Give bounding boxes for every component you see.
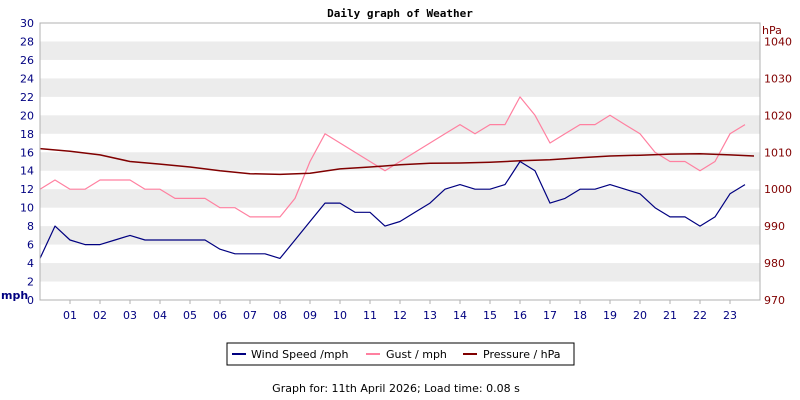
chart-title: Daily graph of Weather [327, 7, 473, 20]
x-tick-label: 17 [543, 309, 557, 322]
x-tick-label: 10 [333, 309, 347, 322]
grid-band [40, 78, 760, 97]
y-right-tick-label: 1000 [764, 183, 792, 196]
grid-band [40, 226, 760, 245]
y-left-tick-label: 2 [27, 276, 34, 289]
x-tick-label: 15 [483, 309, 497, 322]
x-tick-label: 12 [393, 309, 407, 322]
y-left-tick-label: 18 [20, 128, 34, 141]
series-wind-speed [39, 160, 746, 259]
x-tick-label: 19 [603, 309, 617, 322]
x-tick-label: 16 [513, 309, 527, 322]
y-left-unit-label: mph [1, 289, 28, 302]
x-tick-label: 22 [693, 309, 707, 322]
legend-label-gust: Gust / mph [386, 348, 447, 361]
y-left-tick-label: 8 [27, 220, 34, 233]
y-left-tick-label: 16 [20, 146, 34, 159]
y-right-tick-label: 980 [764, 257, 785, 270]
x-tick-label: 09 [303, 309, 317, 322]
y-right-tick-label: 1040 [764, 35, 792, 48]
y-right-tick-label: 1030 [764, 72, 792, 85]
y-left-tick-label: 24 [20, 72, 34, 85]
y-left-tick-label: 6 [27, 239, 34, 252]
x-tick-label: 06 [213, 309, 227, 322]
x-tick-label: 23 [723, 309, 737, 322]
plot-border [39, 22, 761, 301]
y-left-tick-label: 4 [27, 257, 34, 270]
grid-band [40, 189, 760, 208]
y-left-tick-label: 12 [20, 183, 34, 196]
x-tick-labels: 01 02 03 04 05 06 07 08 09 10 11 12 13 14 15 16 17 18 19 20… [63, 300, 737, 322]
legend-box [226, 342, 575, 366]
y-left-tick-label: 10 [20, 202, 34, 215]
y-right-tick-label: 970 [764, 294, 785, 307]
x-tick-label: 03 [123, 309, 137, 322]
y-right-tick-label: 1020 [764, 109, 792, 122]
y-left-tick-label: 14 [20, 165, 34, 178]
y-left-tick-label: 30 [20, 17, 34, 30]
y-right-tick-labels: 970 980 990 1000 1010 1020 1030 1040 [764, 35, 792, 307]
x-tick-label: 18 [573, 309, 587, 322]
grid-band [40, 115, 760, 134]
y-right-tick-label: 990 [764, 220, 785, 233]
grid-band [40, 263, 760, 282]
x-tick-label: 07 [243, 309, 257, 322]
x-tick-label: 13 [423, 309, 437, 322]
y-right-tick-label: 1010 [764, 146, 792, 159]
x-tick-label: 11 [363, 309, 377, 322]
x-tick-label: 20 [633, 309, 647, 322]
y-left-tick-label: 0 [27, 294, 34, 307]
y-left-tick-label: 28 [20, 35, 34, 48]
legend: Wind Speed /mph Gust / mph Pressure / hP… [226, 342, 575, 366]
x-tick-label: 01 [63, 309, 77, 322]
y-left-tick-label: 20 [20, 109, 34, 122]
x-tick-label: 04 [153, 309, 167, 322]
grid-band [40, 41, 760, 60]
x-tick-label: 14 [453, 309, 467, 322]
y-right-unit-label: hPa [762, 24, 782, 37]
x-tick-label: 02 [93, 309, 107, 322]
y-left-tick-label: 22 [20, 91, 34, 104]
legend-label-wind-speed: Wind Speed /mph [251, 348, 349, 361]
x-tick-label: 05 [183, 309, 197, 322]
series-layer [39, 96, 755, 259]
x-tick-label: 08 [273, 309, 287, 322]
x-tick-label: 21 [663, 309, 677, 322]
footer-text: Graph for: 11th April 2026; Load time: 0… [272, 382, 520, 395]
series-pressure [39, 147, 755, 176]
y-left-tick-label: 26 [20, 54, 34, 67]
legend-label-pressure: Pressure / hPa [483, 348, 561, 361]
